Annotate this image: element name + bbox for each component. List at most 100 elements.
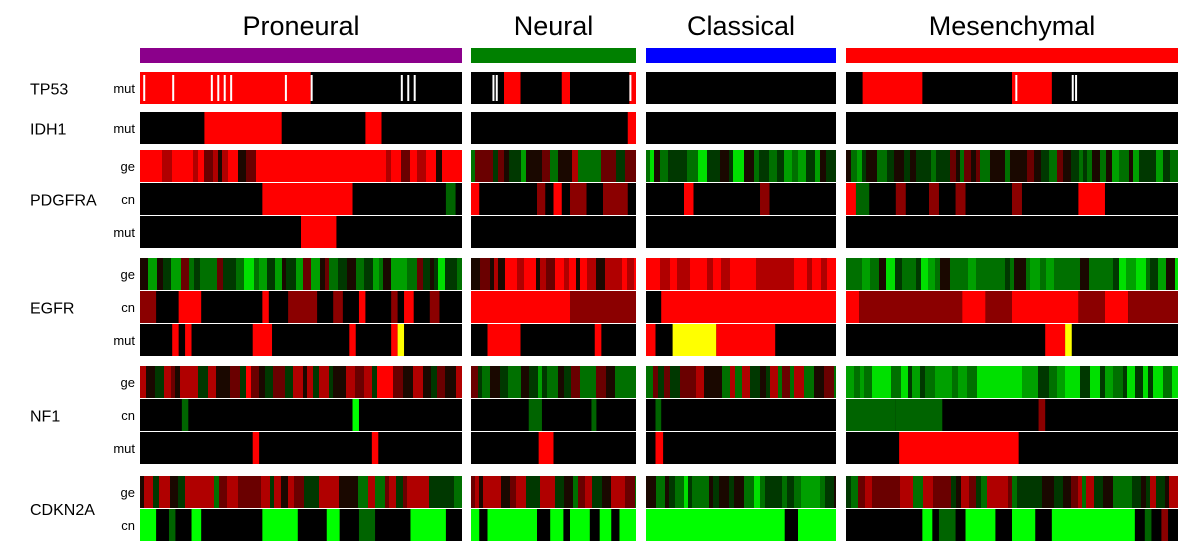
ge-cell bbox=[515, 150, 521, 182]
ge-cell bbox=[971, 150, 976, 182]
ge-cell bbox=[513, 258, 517, 290]
ge-cell bbox=[596, 366, 606, 398]
ge-cell bbox=[1065, 366, 1070, 398]
ge-cell bbox=[733, 150, 738, 182]
ge-cell bbox=[916, 258, 921, 290]
cell-block-idh1-mut-1 bbox=[471, 112, 636, 144]
row-label-pdgfra-ge: ge bbox=[121, 159, 135, 174]
ge-cell bbox=[223, 366, 230, 398]
ge-cell bbox=[475, 476, 479, 508]
ge-cell bbox=[492, 476, 501, 508]
ge-cell bbox=[418, 366, 423, 398]
ge-cell bbox=[1057, 150, 1063, 182]
ge-cell bbox=[471, 258, 480, 290]
ge-cell bbox=[1113, 258, 1119, 290]
ge-cell bbox=[669, 476, 675, 508]
ge-cell bbox=[820, 150, 826, 182]
ge-cell bbox=[551, 366, 558, 398]
ge-cell bbox=[675, 476, 684, 508]
ge-cell bbox=[417, 258, 423, 290]
segment-mut bbox=[349, 324, 356, 356]
ge-cell bbox=[360, 150, 370, 182]
ge-cell bbox=[777, 150, 784, 182]
segment-mut bbox=[252, 324, 273, 356]
ge-cell bbox=[825, 476, 834, 508]
ge-cell bbox=[181, 150, 185, 182]
mutation-tick bbox=[495, 75, 498, 101]
ge-cell bbox=[656, 476, 665, 508]
ge-cell bbox=[747, 258, 756, 290]
ge-cell bbox=[635, 476, 636, 508]
ge-cell bbox=[779, 258, 784, 290]
ge-cell bbox=[1146, 476, 1150, 508]
ge-cell bbox=[538, 366, 542, 398]
ge-cell bbox=[834, 366, 836, 398]
ge-cell bbox=[238, 476, 248, 508]
segment-cn bbox=[661, 291, 836, 323]
ge-cell bbox=[199, 476, 206, 508]
ge-cell bbox=[1173, 476, 1178, 508]
mutation-tick bbox=[629, 75, 632, 101]
ge-cell bbox=[713, 258, 721, 290]
ge-cell bbox=[760, 476, 765, 508]
ge-cell bbox=[407, 258, 417, 290]
ge-cell bbox=[702, 476, 709, 508]
ge-cell bbox=[904, 476, 913, 508]
ge-cell bbox=[1019, 150, 1027, 182]
ge-cell bbox=[864, 366, 872, 398]
ge-cell bbox=[286, 258, 296, 290]
ge-cell bbox=[1049, 150, 1057, 182]
ge-cell bbox=[293, 366, 303, 398]
cell-block-nf1-cn-0 bbox=[140, 399, 462, 431]
ge-cell bbox=[558, 366, 564, 398]
ge-cell bbox=[754, 150, 759, 182]
ge-cell bbox=[759, 150, 769, 182]
ge-cell bbox=[331, 476, 339, 508]
segment-cn bbox=[262, 509, 298, 541]
ge-cell bbox=[391, 150, 401, 182]
segment-mut bbox=[862, 72, 923, 104]
segment-cn bbox=[985, 291, 1012, 323]
ge-cell bbox=[391, 258, 400, 290]
ge-cell bbox=[531, 258, 536, 290]
ge-cell bbox=[704, 366, 712, 398]
ge-cell bbox=[1027, 150, 1034, 182]
ge-cell bbox=[155, 366, 164, 398]
ge-cell bbox=[993, 366, 997, 398]
ge-cell bbox=[181, 258, 189, 290]
ge-cell bbox=[722, 366, 730, 398]
ge-cell bbox=[417, 150, 426, 182]
ge-cell bbox=[1005, 258, 1010, 290]
ge-cell bbox=[450, 150, 456, 182]
ge-cell bbox=[413, 366, 418, 398]
ge-cell bbox=[925, 150, 931, 182]
ge-cell bbox=[660, 150, 668, 182]
segment-cn bbox=[358, 509, 376, 541]
ge-cell bbox=[931, 150, 936, 182]
ge-cell bbox=[576, 258, 580, 290]
ge-cell bbox=[734, 476, 744, 508]
row-label-idh1-mut: mut bbox=[113, 121, 135, 136]
ge-cell bbox=[770, 366, 778, 398]
ge-cell bbox=[891, 476, 900, 508]
segment-mut bbox=[629, 72, 636, 104]
ge-cell bbox=[430, 258, 434, 290]
ge-cell bbox=[601, 150, 610, 182]
row-label-nf1-ge: ge bbox=[121, 375, 135, 390]
ge-cell bbox=[198, 150, 204, 182]
ge-cell bbox=[665, 476, 669, 508]
ge-cell bbox=[950, 258, 958, 290]
ge-cell bbox=[664, 366, 670, 398]
ge-cell bbox=[423, 476, 429, 508]
ge-cell bbox=[1034, 476, 1042, 508]
ge-cell bbox=[1103, 476, 1113, 508]
row-label-tp53-mut: mut bbox=[113, 81, 135, 96]
segment-cn bbox=[262, 183, 353, 215]
row-label-pdgfra-mut: mut bbox=[113, 225, 135, 240]
ge-cell bbox=[913, 476, 923, 508]
segment-cn bbox=[410, 509, 446, 541]
ge-cell bbox=[1063, 150, 1071, 182]
segment-cn bbox=[599, 509, 612, 541]
ge-cell bbox=[646, 258, 655, 290]
ge-cell bbox=[933, 476, 943, 508]
